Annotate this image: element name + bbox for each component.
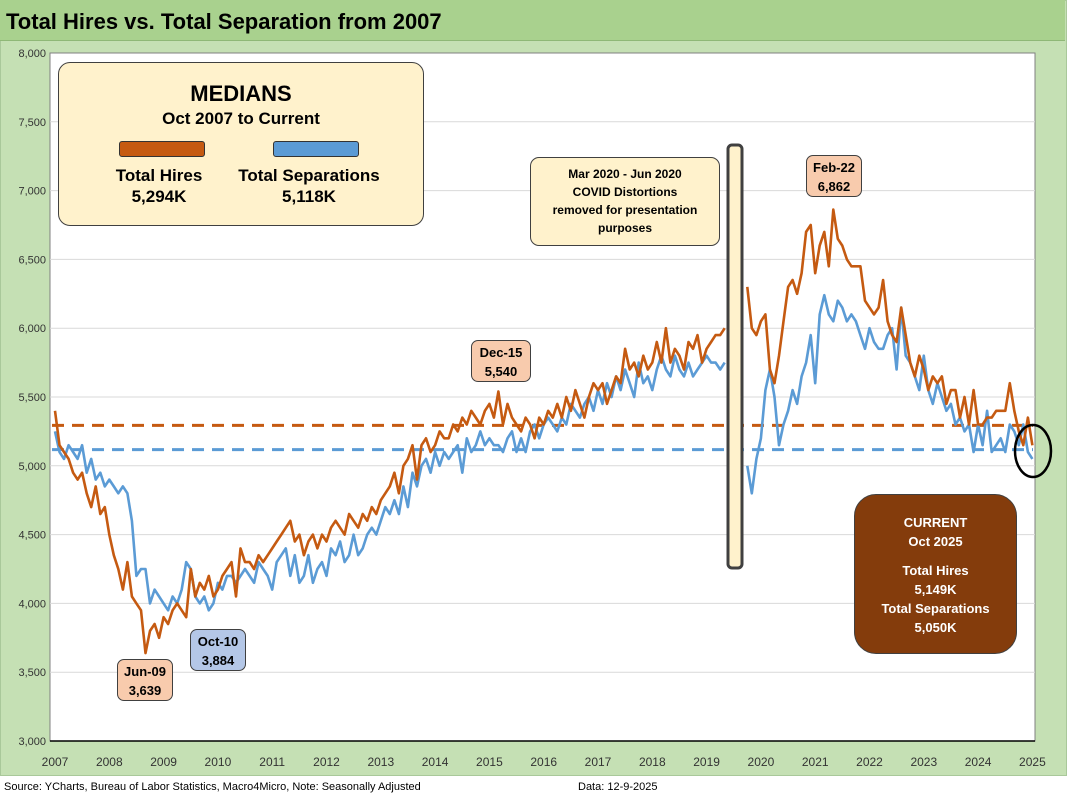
x-tick-label: 2007 <box>42 755 69 769</box>
separations-median-value: 5,118K <box>282 187 336 206</box>
callout-date: Oct-10 <box>197 634 239 649</box>
current-value-circle <box>1013 423 1053 479</box>
hires-median-value: 5,294K <box>131 187 187 206</box>
covid-note-line: purposes <box>597 221 652 235</box>
x-tick-label: 2008 <box>96 755 123 769</box>
data-date: Data: 12-9-2025 <box>578 781 658 793</box>
current-period: Oct 2025 <box>908 534 963 549</box>
chart-title: Total Hires vs. Total Separation from 20… <box>6 9 442 34</box>
current-seps-label: Total Separations <box>881 601 990 616</box>
covid-note-line: removed for presentation <box>552 203 698 217</box>
x-tick-label: 2009 <box>150 755 177 769</box>
x-tick-label: 2016 <box>530 755 557 769</box>
x-tick-label: 2019 <box>693 755 720 769</box>
callout-oct10: Oct-10 3,884 <box>190 629 246 671</box>
callout-value: 3,884 <box>201 653 235 668</box>
callout-date: Dec-15 <box>479 345 523 360</box>
x-tick-label: 2023 <box>910 755 937 769</box>
callout-date: Feb-22 <box>813 160 855 175</box>
callout-dec15: Dec-15 5,540 <box>471 340 531 382</box>
y-tick-label: 4,500 <box>18 530 46 542</box>
separations-legend-swatch <box>273 141 359 157</box>
current-seps-value: 5,050K <box>914 620 957 635</box>
x-tick-label: 2010 <box>205 755 232 769</box>
x-tick-label: 2022 <box>856 755 883 769</box>
covid-note-line: COVID Distortions <box>572 185 678 199</box>
callout-feb22: Feb-22 6,862 <box>806 155 862 197</box>
x-tick-label: 2018 <box>639 755 666 769</box>
medians-box: MEDIANS Oct 2007 to Current Total Hires … <box>58 62 424 226</box>
x-tick-label: 2017 <box>585 755 612 769</box>
medians-heading: MEDIANS <box>190 81 292 106</box>
y-tick-label: 3,000 <box>18 736 46 748</box>
y-tick-label: 7,000 <box>18 186 46 198</box>
x-tick-label: 2021 <box>802 755 829 769</box>
current-heading: CURRENT <box>903 515 968 530</box>
x-tick-label: 2012 <box>313 755 340 769</box>
x-tick-label: 2015 <box>476 755 503 769</box>
y-tick-label: 4,000 <box>18 598 46 610</box>
hires-median-label: Total Hires <box>115 166 203 185</box>
covid-note: Mar 2020 - Jun 2020 COVID Distortions re… <box>530 157 720 246</box>
current-box: CURRENT Oct 2025 Total Hires 5,149K Tota… <box>854 494 1017 654</box>
source-note: Source: YCharts, Bureau of Labor Statist… <box>4 781 421 793</box>
series-line-hires <box>53 208 1034 655</box>
covid-note-line: Mar 2020 - Jun 2020 <box>568 167 682 181</box>
current-hires-value: 5,149K <box>914 582 957 597</box>
x-tick-label: 2011 <box>259 755 285 769</box>
y-tick-label: 8,000 <box>18 48 46 60</box>
y-tick-label: 3,500 <box>18 667 46 679</box>
current-hires-label: Total Hires <box>902 563 969 578</box>
callout-value: 5,540 <box>484 364 518 379</box>
x-tick-label: 2013 <box>367 755 394 769</box>
callout-value: 3,639 <box>128 683 162 698</box>
x-tick-label: 2020 <box>748 755 775 769</box>
title-bar: Total Hires vs. Total Separation from 20… <box>0 0 1065 41</box>
y-tick-label: 6,500 <box>18 254 46 266</box>
x-tick-label: 2014 <box>422 755 449 769</box>
hires-legend-swatch <box>119 141 205 157</box>
x-tick-label: 2024 <box>965 755 992 769</box>
x-tick-label: 2025 <box>1019 755 1046 769</box>
y-tick-label: 5,500 <box>18 392 46 404</box>
separations-median-label: Total Separations <box>238 166 380 185</box>
y-tick-label: 5,000 <box>18 461 46 473</box>
callout-value: 6,862 <box>817 179 851 194</box>
callout-jun09: Jun-09 3,639 <box>117 659 173 701</box>
callout-date: Jun-09 <box>124 664 166 679</box>
medians-period: Oct 2007 to Current <box>162 109 320 128</box>
y-tick-label: 6,000 <box>18 323 46 335</box>
covid-gap-bar <box>726 143 744 570</box>
y-tick-label: 7,500 <box>18 117 46 129</box>
